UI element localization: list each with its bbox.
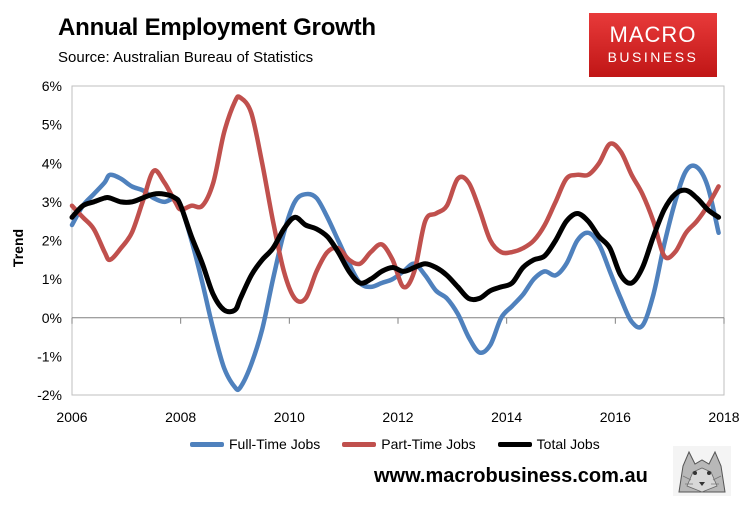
y-tick-label: 0% xyxy=(42,310,62,326)
series-line-part-time xyxy=(69,94,721,304)
legend-label-total: Total Jobs xyxy=(536,436,600,452)
y-axis-title-wrap: Trend xyxy=(8,229,28,267)
y-tick-label: 4% xyxy=(42,155,62,171)
chart-subtitle: Source: Australian Bureau of Statistics xyxy=(58,49,314,66)
x-tick-label: 2008 xyxy=(165,409,196,425)
x-tick-label: 2014 xyxy=(491,409,522,425)
y-axis: -2% -1% 0% 1% 2% 3% 4% 5% 6% xyxy=(37,78,62,403)
logo-line1: MACRO xyxy=(609,22,697,47)
x-axis: 2006 2008 2010 2012 2014 2016 2018 xyxy=(56,317,740,425)
y-tick-label: 2% xyxy=(42,233,62,249)
legend-item-full-time: Full-Time Jobs xyxy=(190,436,320,452)
x-tick-label: 2006 xyxy=(56,409,87,425)
wolf-logo-icon xyxy=(673,446,731,496)
y-tick-label: 5% xyxy=(42,117,62,133)
series-lines xyxy=(69,94,722,393)
legend-swatch-total xyxy=(497,441,532,447)
y-tick-label: 6% xyxy=(42,78,62,94)
legend-item-total: Total Jobs xyxy=(497,436,600,452)
series-line-total xyxy=(69,187,722,315)
legend-swatch-part-time xyxy=(342,441,377,447)
x-tick-label: 2012 xyxy=(382,409,413,425)
x-tick-label: 2016 xyxy=(600,409,631,425)
legend-label-full-time: Full-Time Jobs xyxy=(229,436,321,452)
y-tick-label: -1% xyxy=(37,348,62,364)
legend: Full-Time Jobs Part-Time Jobs Total Jobs xyxy=(190,436,622,452)
x-tick-label: 2010 xyxy=(274,409,305,425)
x-tick-label: 2018 xyxy=(708,409,739,425)
macrobusiness-logo: MACRO BUSINESS xyxy=(589,13,717,77)
y-tick-label: 3% xyxy=(42,194,62,210)
y-tick-label: -2% xyxy=(37,387,62,403)
logo-line2: BUSINESS xyxy=(607,49,699,65)
y-axis-title: Trend xyxy=(10,228,26,268)
legend-item-part-time: Part-Time Jobs xyxy=(342,436,476,452)
website-url[interactable]: www.macrobusiness.com.au xyxy=(374,465,648,487)
plot-area-border xyxy=(71,85,725,396)
chart-title: Annual Employment Growth xyxy=(58,14,376,41)
legend-label-part-time: Part-Time Jobs xyxy=(381,436,476,452)
legend-swatch-full-time xyxy=(190,441,224,447)
y-tick-label: 1% xyxy=(42,271,62,287)
